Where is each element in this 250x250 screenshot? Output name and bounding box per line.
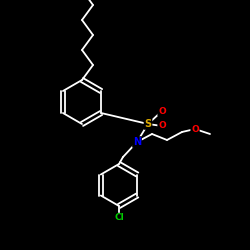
Text: O: O [158, 106, 166, 116]
Text: O: O [158, 122, 166, 130]
Text: Cl: Cl [114, 214, 124, 222]
Text: S: S [144, 119, 152, 129]
Text: O: O [191, 124, 199, 134]
Text: N: N [133, 137, 141, 147]
